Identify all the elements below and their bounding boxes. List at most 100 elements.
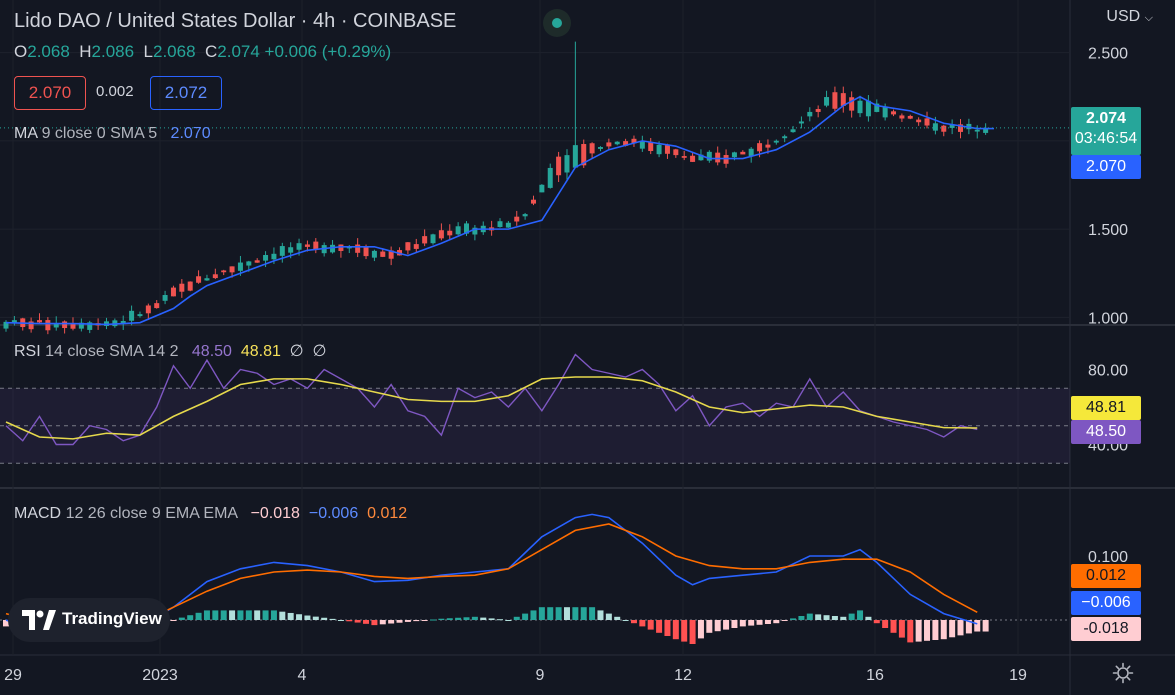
candle-body	[815, 109, 821, 112]
macd-histogram-bar	[764, 620, 771, 624]
macd-histogram-bar	[304, 615, 311, 620]
macd-histogram-bar	[287, 612, 294, 620]
macd-histogram-bar	[815, 614, 822, 620]
candle-body	[154, 303, 160, 309]
candle-body	[648, 142, 654, 152]
macd-histogram-bar	[907, 620, 914, 643]
macd-histogram-bar	[195, 612, 202, 620]
currency-selector[interactable]: USD ⌵	[1106, 8, 1153, 26]
macd-histogram-bar	[237, 610, 244, 620]
candle-body	[924, 118, 930, 126]
candle-body	[45, 320, 51, 331]
candle-body	[145, 305, 151, 314]
macd-legend-value: −0.006	[308, 505, 359, 522]
macd-histogram-bar	[538, 607, 545, 620]
macd-tick-label: 0.100	[1088, 549, 1128, 566]
candle-body	[11, 320, 17, 323]
candle-body	[773, 140, 779, 143]
macd-histogram-bar	[296, 614, 303, 620]
candle-body	[941, 125, 947, 132]
candle-body	[824, 97, 830, 106]
candle-body	[371, 250, 377, 258]
candle-body	[681, 156, 687, 158]
buy-price-button[interactable]: 2.072	[150, 76, 222, 110]
candle-body	[891, 111, 897, 115]
candle-body	[983, 128, 989, 133]
time-tick-label: 19	[1009, 667, 1027, 684]
macd-histogram-bar	[279, 611, 286, 620]
macd-histogram-bar	[270, 610, 277, 620]
candle-body	[765, 144, 771, 148]
ohlc-open-label: O	[14, 42, 28, 61]
candle-body	[857, 100, 863, 114]
macd-histogram-bar	[488, 618, 495, 620]
candle-body	[974, 129, 980, 132]
candle-body	[740, 151, 746, 155]
macd-histogram-bar	[614, 616, 621, 620]
candle-body	[53, 323, 59, 328]
ma-legend[interactable]: MA 9 close 0 SMA 5 2.070	[14, 125, 211, 143]
rsi-legend[interactable]: RSI 14 close SMA 14 2 48.50 48.81 ∅ ∅	[14, 341, 327, 361]
macd-legend[interactable]: MACD 12 26 close 9 EMA EMA −0.018 −0.006…	[14, 505, 407, 523]
tradingview-logo[interactable]: TradingView	[8, 598, 170, 642]
macd-histogram-bar	[379, 620, 386, 625]
macd-histogram-bar	[497, 619, 503, 621]
macd-histogram-bar	[781, 620, 788, 621]
candle-body	[62, 321, 68, 329]
time-tick-label: 9	[536, 667, 545, 684]
candle-body	[572, 145, 578, 168]
macd-histogram-bar	[790, 618, 797, 620]
chevron-down-icon: ⌵	[1144, 12, 1153, 24]
candle-body	[204, 278, 210, 281]
macd-histogram-bar	[731, 620, 738, 628]
candle-body	[229, 266, 235, 273]
candle-body	[556, 156, 562, 176]
macd-histogram-bar	[873, 620, 880, 624]
candle-body	[539, 184, 545, 193]
macd-histogram-bar	[413, 620, 420, 622]
candle-body	[355, 244, 361, 253]
macd-legend-name: MACD	[14, 505, 62, 522]
time-tick-label: 12	[674, 667, 692, 684]
candle-body	[623, 141, 629, 146]
macd-histogram-bar	[974, 620, 981, 632]
ohlc-readout: O2.068 H2.086 L2.068 C2.074 +0.006 (+0.2…	[14, 42, 391, 62]
candle-body	[564, 155, 570, 173]
macd-histogram-bar	[530, 610, 537, 620]
time-tick-label: 16	[866, 667, 884, 684]
gear-icon[interactable]	[1112, 662, 1134, 684]
candle-body	[246, 261, 252, 266]
candle-body	[631, 138, 637, 144]
candle-body	[522, 214, 528, 217]
sell-price-button[interactable]: 2.070	[14, 76, 86, 110]
macd-histogram-bar	[982, 620, 989, 632]
macd-histogram-bar	[940, 620, 947, 640]
candle-body	[78, 322, 84, 329]
candle-body	[790, 129, 796, 133]
rsi-sma-line	[5, 376, 978, 440]
macd-histogram-bar	[890, 620, 897, 633]
macd-histogram-bar	[455, 617, 462, 620]
macd-histogram-bar	[522, 613, 529, 620]
macd-line	[5, 513, 978, 641]
candle-body	[715, 152, 721, 163]
candle-body	[28, 321, 34, 330]
rsi-sma-tag: 48.81	[1071, 396, 1141, 420]
symbol-title[interactable]: Lido DAO / United States Dollar · 4h · C…	[14, 10, 457, 32]
market-status-icon[interactable]	[543, 9, 571, 37]
macd-histogram-bar	[170, 620, 177, 621]
ma-price-tag: 2.070	[1071, 155, 1141, 179]
macd-histogram-bar	[949, 620, 956, 638]
macd-histogram-bar	[965, 620, 972, 634]
rsi-sma-legend-value: 48.81	[240, 343, 281, 360]
macd-histogram-bar	[471, 616, 478, 620]
time-tick-label: 29	[4, 667, 22, 684]
candle-body	[849, 97, 855, 111]
macd-histogram-bar	[848, 613, 855, 620]
macd-hist-legend-value: −0.018	[250, 505, 300, 522]
macd-signal-tag: 0.012	[1071, 564, 1141, 588]
macd-histogram-bar	[857, 610, 864, 620]
macd-histogram-bar	[605, 613, 612, 620]
candle-body	[237, 262, 243, 271]
